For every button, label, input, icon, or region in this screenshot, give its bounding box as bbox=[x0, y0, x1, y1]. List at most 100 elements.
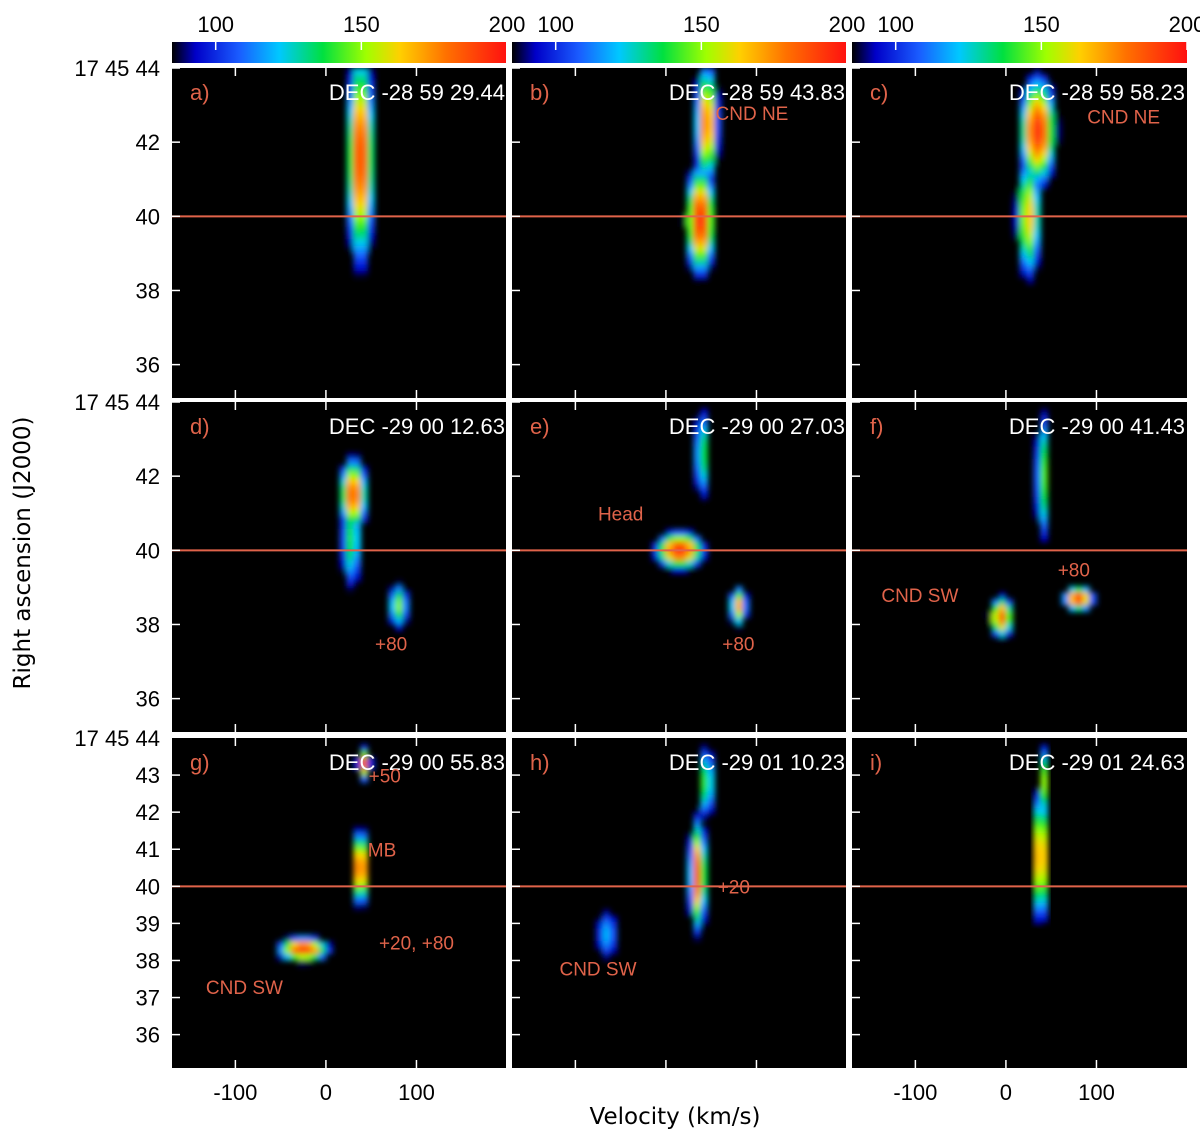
emission-pixel bbox=[728, 617, 736, 625]
emission-pixel bbox=[693, 826, 702, 834]
emission-pixel bbox=[1047, 99, 1055, 107]
emission-pixel bbox=[686, 548, 695, 555]
emission-pixel bbox=[1019, 207, 1028, 215]
emission-pixel bbox=[367, 68, 375, 75]
emission-pixel bbox=[665, 541, 674, 549]
emission-pixel bbox=[360, 903, 368, 910]
emission-pixel bbox=[1012, 220, 1021, 228]
emission-pixel bbox=[1026, 277, 1035, 285]
emission-pixel bbox=[742, 611, 750, 619]
emission-pixel bbox=[283, 947, 292, 955]
emission-pixel bbox=[1040, 814, 1048, 822]
emission-pixel bbox=[1026, 87, 1035, 94]
emission-pixel bbox=[304, 960, 313, 967]
emission-pixel bbox=[728, 611, 736, 619]
emission-pixel bbox=[735, 586, 743, 593]
emission-pixel bbox=[1033, 452, 1042, 460]
feature-label: CND SW bbox=[206, 978, 283, 999]
emission-pixel bbox=[311, 953, 320, 961]
emission-pixel bbox=[609, 922, 618, 929]
emission-pixel bbox=[353, 93, 362, 101]
emission-pixel bbox=[353, 137, 362, 145]
emission-pixel bbox=[700, 408, 708, 416]
emission-pixel bbox=[1033, 106, 1042, 113]
emission-pixel bbox=[700, 433, 708, 441]
emission-pixel bbox=[693, 484, 702, 492]
emission-pixel bbox=[700, 497, 708, 505]
emission-pixel bbox=[346, 118, 355, 126]
emission-pixel bbox=[693, 871, 702, 879]
emission-pixel bbox=[707, 258, 715, 266]
emission-pixel bbox=[707, 131, 715, 139]
emission-pixel bbox=[693, 548, 702, 555]
emission-pixel bbox=[1047, 118, 1055, 126]
emission-pixel bbox=[1019, 163, 1028, 171]
emission-pixel bbox=[665, 548, 674, 555]
emission-pixel bbox=[1033, 433, 1042, 441]
emission-pixel bbox=[360, 858, 368, 866]
emission-pixel bbox=[700, 188, 708, 196]
emission-pixel bbox=[360, 245, 368, 253]
emission-pixel bbox=[290, 947, 299, 955]
emission-pixel bbox=[276, 953, 285, 961]
panel-background bbox=[852, 738, 1187, 1068]
emission-pixel bbox=[304, 947, 313, 955]
emission-pixel bbox=[595, 947, 604, 955]
emission-pixel bbox=[353, 560, 362, 568]
emission-pixel bbox=[1040, 112, 1048, 120]
emission-pixel bbox=[1040, 807, 1048, 815]
emission-pixel bbox=[1026, 125, 1035, 132]
emission-pixel bbox=[700, 414, 708, 422]
emission-pixel bbox=[707, 99, 715, 107]
emission-pixel bbox=[346, 554, 355, 562]
emission-pixel bbox=[388, 617, 396, 625]
emission-pixel bbox=[984, 617, 993, 625]
emission-pixel bbox=[672, 535, 681, 543]
emission-pixel bbox=[1033, 896, 1042, 904]
emission-pixel bbox=[360, 80, 368, 88]
emission-pixel bbox=[1026, 169, 1035, 177]
emission-pixel bbox=[1026, 264, 1035, 272]
emission-pixel bbox=[353, 579, 362, 587]
emission-map bbox=[1012, 68, 1062, 285]
emission-pixel bbox=[353, 118, 362, 126]
emission-pixel bbox=[693, 144, 702, 152]
emission-pixel bbox=[402, 586, 410, 593]
colorbar-gradient bbox=[172, 42, 507, 64]
emission-pixel bbox=[1019, 118, 1028, 126]
emission-pixel bbox=[346, 99, 355, 107]
emission-pixel bbox=[367, 207, 375, 215]
emission-pixel bbox=[1005, 624, 1014, 631]
emission-pixel bbox=[693, 163, 702, 171]
emission-pixel bbox=[1068, 598, 1076, 606]
emission-pixel bbox=[700, 776, 708, 783]
emission-pixel bbox=[700, 99, 708, 107]
emission-pixel bbox=[700, 833, 708, 841]
emission-pixel bbox=[686, 252, 695, 259]
emission-pixel bbox=[353, 478, 362, 486]
emission-pixel bbox=[353, 163, 362, 171]
emission-pixel bbox=[1005, 605, 1014, 612]
emission-pixel bbox=[395, 624, 403, 631]
emission-pixel bbox=[1033, 871, 1042, 879]
emission-pixel bbox=[686, 207, 695, 215]
emission-pixel bbox=[700, 277, 708, 285]
emission-pixel bbox=[700, 245, 708, 253]
emission-pixel bbox=[686, 233, 695, 240]
emission-pixel bbox=[693, 137, 702, 145]
emission-pixel bbox=[297, 934, 306, 942]
emission-pixel bbox=[360, 201, 368, 209]
emission-pixel bbox=[998, 598, 1007, 606]
emission-pixel bbox=[353, 252, 362, 259]
emission-pixel bbox=[693, 922, 702, 929]
emission-pixel bbox=[658, 548, 667, 555]
emission-pixel bbox=[1040, 826, 1048, 834]
emission-pixel bbox=[353, 503, 362, 511]
emission-pixel bbox=[339, 548, 348, 555]
emission-pixel bbox=[360, 233, 368, 240]
emission-pixel bbox=[700, 271, 708, 278]
emission-pixel bbox=[700, 490, 708, 498]
emission-pixel bbox=[686, 884, 695, 891]
emission-pixel bbox=[1012, 214, 1021, 221]
emission-pixel bbox=[602, 915, 611, 923]
